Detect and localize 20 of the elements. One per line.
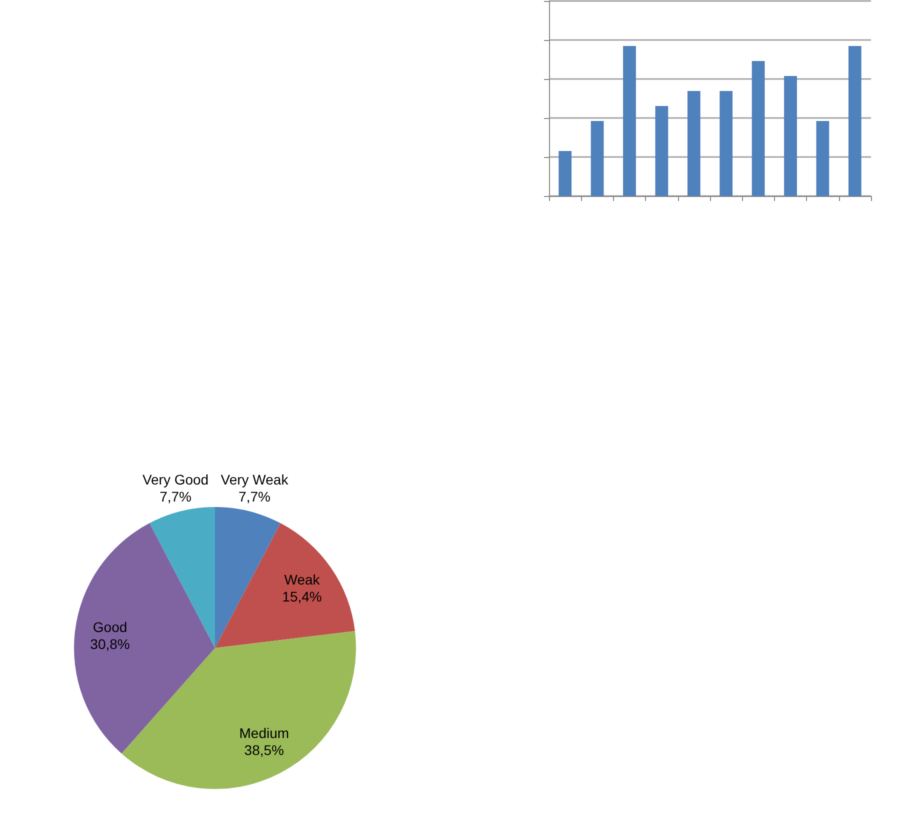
data-label: 38,5%: [244, 742, 284, 758]
slice-label: Very Weak: [220, 471, 290, 488]
bar: [590, 121, 604, 196]
data-label: 7,7%: [238, 488, 270, 504]
slice-label: Weak: [284, 571, 321, 588]
data-label: 30,8%: [90, 636, 130, 652]
data-label: 15,4%: [282, 588, 322, 604]
data-label: 7,7%: [160, 488, 192, 504]
bar: [752, 61, 765, 196]
bar: [558, 151, 572, 196]
bar: [687, 91, 700, 196]
slice-label: Very Good: [142, 471, 209, 488]
bar: [720, 91, 733, 196]
bar: [655, 106, 668, 196]
bar: [816, 121, 830, 196]
bar: [623, 46, 636, 196]
bar: [848, 46, 862, 196]
bar: [784, 76, 797, 196]
slice-label: Good: [92, 618, 128, 635]
slice-label: Medium: [239, 725, 290, 742]
